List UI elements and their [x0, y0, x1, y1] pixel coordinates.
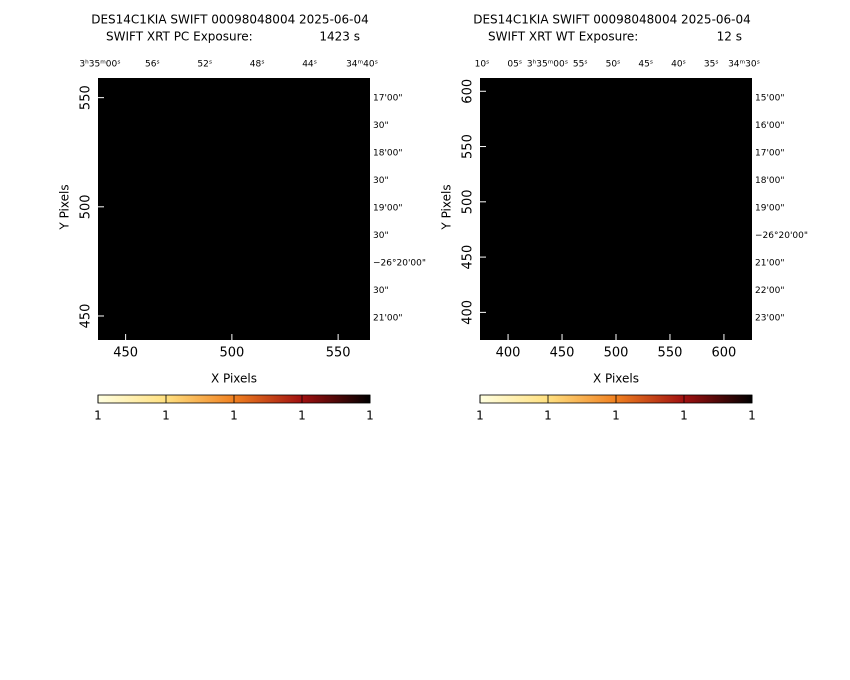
dec-label: 18'00" — [755, 176, 785, 186]
dec-label: 17'00" — [755, 149, 785, 159]
colorbar-tick-label: 1 — [230, 409, 238, 423]
dec-label: 18'00" — [373, 149, 403, 159]
x-tick-label: 550 — [326, 346, 351, 361]
exposure: 12 s — [717, 30, 742, 44]
x-axis-label: X Pixels — [593, 372, 639, 386]
dec-label: 15'00" — [755, 94, 785, 104]
y-tick-label: 450 — [79, 304, 94, 329]
ra-label: 10ˢ — [475, 60, 490, 70]
image — [98, 78, 370, 340]
ra-label: 3ʰ35ᵐ00ˢ — [79, 60, 120, 70]
ra-label: 44ˢ — [302, 60, 317, 70]
dec-label: 19'00" — [373, 204, 403, 214]
y-tick-label: 500 — [79, 194, 94, 219]
colorbar-tick-label: 1 — [680, 409, 688, 423]
dec-label: 30" — [373, 176, 389, 186]
y-tick-label: 450 — [461, 245, 476, 270]
ra-label: 34ᵐ30ˢ — [728, 60, 760, 70]
x-tick-label: 600 — [712, 346, 737, 361]
dec-label: 30" — [373, 121, 389, 131]
ra-label: 55ˢ — [573, 60, 588, 70]
dec-label: 30" — [373, 231, 389, 241]
exposure: 1423 s — [319, 30, 360, 44]
ra-label: 52ˢ — [197, 60, 212, 70]
colorbar-tick-label: 1 — [162, 409, 170, 423]
x-tick-label: 450 — [550, 346, 575, 361]
chart-subtitle: SWIFT XRT WT Exposure: — [488, 30, 638, 44]
dec-label: 21'00" — [755, 259, 785, 269]
y-tick-label: 400 — [461, 300, 476, 325]
x-tick-label: 400 — [496, 346, 521, 361]
dec-label: 30" — [373, 286, 389, 296]
colorbar-tick-label: 1 — [612, 409, 620, 423]
y-tick-label: 500 — [461, 189, 476, 214]
colorbar-tick-label: 1 — [748, 409, 756, 423]
image — [480, 78, 752, 340]
chart-subtitle: SWIFT XRT PC Exposure: — [106, 30, 253, 44]
ra-label: 48ˢ — [250, 60, 265, 70]
dec-label: −26°20'00" — [373, 259, 426, 269]
ra-label: 34ᵐ40ˢ — [346, 60, 378, 70]
dec-label: −26°20'00" — [755, 231, 808, 241]
dec-label: 23'00" — [755, 314, 785, 324]
colorbar-tick-label: 1 — [94, 409, 102, 423]
ra-label: 05ˢ — [507, 60, 522, 70]
dec-label: 22'00" — [755, 286, 785, 296]
colorbar-tick-label: 1 — [544, 409, 552, 423]
x-axis-label: X Pixels — [211, 372, 257, 386]
ra-label: 50ˢ — [606, 60, 621, 70]
y-tick-label: 600 — [461, 79, 476, 104]
y-tick-label: 550 — [461, 134, 476, 159]
x-tick-label: 500 — [219, 346, 244, 361]
dec-label: 19'00" — [755, 204, 785, 214]
ra-label: 3ʰ35ᵐ00ˢ — [527, 60, 568, 70]
ra-label: 40ˢ — [671, 60, 686, 70]
x-tick-label: 500 — [604, 346, 629, 361]
y-axis-label: Y Pixels — [58, 184, 72, 230]
colorbar-tick-label: 1 — [476, 409, 484, 423]
ra-label: 56ˢ — [145, 60, 160, 70]
dec-label: 21'00" — [373, 314, 403, 324]
dec-label: 16'00" — [755, 121, 785, 131]
x-tick-label: 550 — [658, 346, 683, 361]
chart-title: DES14C1KIA SWIFT 00098048004 2025-06-04 — [91, 13, 369, 27]
ra-label: 45ˢ — [638, 60, 653, 70]
dec-label: 17'00" — [373, 94, 403, 104]
ra-label: 35ˢ — [704, 60, 719, 70]
y-axis-label: Y Pixels — [440, 184, 454, 230]
colorbar-tick-label: 1 — [366, 409, 374, 423]
chart-title: DES14C1KIA SWIFT 00098048004 2025-06-04 — [473, 13, 751, 27]
x-tick-label: 450 — [113, 346, 138, 361]
colorbar-tick-label: 1 — [298, 409, 306, 423]
y-tick-label: 550 — [79, 85, 94, 110]
